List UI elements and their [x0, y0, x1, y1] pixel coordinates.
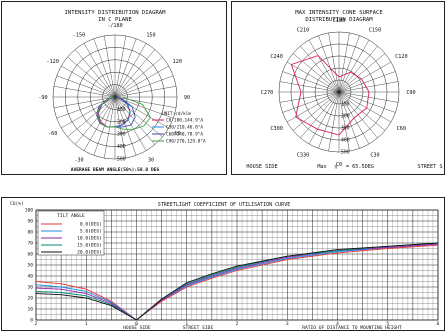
y-tick-label: 10 [27, 307, 33, 313]
angle-label: 30 [148, 157, 154, 163]
chart-subtitle: IN C PLANE [98, 17, 132, 23]
x-tick-label: 6 [437, 321, 440, 327]
y-tick-label: 40 [27, 274, 33, 280]
chart-title: STREETLIGHT COEFFICIENT OF UTILISATION C… [158, 202, 290, 208]
house-side-label: HOUSE SIDE [123, 325, 151, 331]
x-tick-label: 2 [35, 321, 38, 327]
legend-entry: 10.0(DEG) [77, 236, 102, 242]
x-tick-label: 0 [135, 321, 138, 327]
legend-title: TILT ANGLE [57, 213, 85, 219]
street-side-label: STREET SIDE [183, 325, 214, 331]
angle-label: C120 [395, 54, 408, 60]
y-tick-label: 60 [27, 252, 33, 258]
legend-box [37, 210, 105, 256]
cu-series-line [35, 242, 439, 321]
street-side-label: STREET S [418, 164, 443, 170]
angle-label: -120 [46, 59, 59, 65]
angle-label: -/180 [107, 23, 123, 29]
spoke-line [328, 32, 350, 152]
spoke-line [104, 35, 126, 159]
angle-label: C330 [297, 152, 310, 158]
cone-series-line [290, 55, 370, 136]
radial-tick-label: 500 [117, 157, 126, 163]
intensity-series-line [97, 96, 151, 130]
angle-label: 120 [173, 59, 182, 65]
chart-subtitle: DISTRIBUTION DIAGRAM [305, 17, 373, 23]
radial-tick-label: 200 [341, 114, 350, 120]
radial-tick-label: 400 [341, 138, 350, 144]
angle-label: C300 [270, 126, 283, 132]
house-side-label: HOUSE SIDE [246, 164, 277, 170]
legend-entry: 20.0(DEG) [77, 250, 102, 256]
y-tick-label: 20 [27, 296, 33, 302]
y-tick-label: 0 [30, 318, 33, 324]
legend-entry: 5.0(DEG) [80, 229, 102, 235]
max-value: = 65.5DEG [346, 164, 374, 170]
angle-label: C240 [270, 54, 283, 60]
cu-curve-panel: CU(%) STREETLIGHT COEFFICIENT OF UTILISA… [1, 197, 445, 331]
radial-tick-label: 200 [117, 119, 126, 125]
radial-tick-label: 100 [117, 107, 126, 113]
angle-label: C0 [336, 162, 342, 168]
y-tick-label: 30 [27, 285, 33, 291]
angle-label: C270 [261, 90, 274, 96]
angle-label: C150 [369, 28, 382, 34]
unit-label: UNIT:cd/klm [162, 111, 191, 117]
legend-entry: C0/180,144.9°A [166, 118, 203, 124]
cu-series-line [35, 242, 439, 321]
y-axis-label: CU(%) [10, 201, 24, 207]
legend-entry: 0.0(DEG) [80, 222, 102, 228]
y-tick-label: 80 [27, 230, 33, 236]
x-tick-label: 5 [386, 321, 389, 327]
angle-label: C30 [370, 152, 379, 158]
legend-entry: 15.0(DEG) [77, 243, 102, 249]
gamma-symbol: γ [334, 164, 337, 170]
cu-series-line [35, 243, 439, 321]
y-tick-label: 90 [27, 219, 33, 225]
radial-tick-label: 100 [341, 102, 350, 108]
angle-label: C90 [406, 90, 415, 96]
intensity-distribution-panel: INTENSITY DISTRIBUTION DIAGRAM IN C PLAN… [1, 1, 227, 175]
radial-tick-label: 300 [341, 126, 350, 132]
angle-label: C180 [333, 18, 346, 24]
angle-label: 60 [174, 131, 180, 137]
max-label: Max [317, 164, 326, 170]
y-tick-label: 100 [25, 208, 34, 214]
y-tick-label: 70 [27, 241, 33, 247]
beam-angle-footer: AVERAGE BEAM ANGLE(50%):58.0 DEG [71, 167, 160, 173]
legend-entry: C60/240,78.9°A [166, 132, 203, 138]
angle-label: -150 [73, 33, 86, 39]
angle-label: -30 [74, 157, 83, 163]
angle-label: 90 [184, 95, 190, 101]
x-tick-label: 1 [85, 321, 88, 327]
chart-title: INTENSITY DISTRIBUTION DIAGRAM [64, 10, 166, 16]
angle-label: 150 [146, 33, 155, 39]
legend-entry: C30/210,46.8°A [166, 125, 203, 131]
cu-series-line [35, 244, 439, 321]
angle-label: C210 [297, 28, 310, 34]
y-tick-label: 50 [27, 263, 33, 269]
angle-label: C60 [397, 126, 406, 132]
radial-tick-label: 500 [341, 150, 350, 156]
x-axis-label: RATIO OF DISTANCE TO MOUNTING HEIGHT [302, 325, 402, 331]
angle-label: -90 [38, 95, 47, 101]
x-tick-label: 4 [336, 321, 339, 327]
x-tick-label: 2 [236, 321, 239, 327]
x-tick-label: 3 [286, 321, 289, 327]
chart-title: MAX INTENSITY CONE SURFACE [295, 10, 383, 16]
radial-tick-label: 400 [117, 144, 126, 150]
cone-polar-chart: MAX INTENSITY CONE SURFACE DISTRIBUTION … [246, 10, 443, 170]
cone-surface-panel: MAX INTENSITY CONE SURFACE DISTRIBUTION … [231, 1, 445, 175]
angle-label: -60 [48, 131, 57, 137]
radial-tick-label: 300 [117, 132, 126, 138]
intensity-polar-chart: INTENSITY DISTRIBUTION DIAGRAM IN C PLAN… [38, 10, 206, 173]
x-tick-label: 1 [185, 321, 188, 327]
legend-entry: C90/270,129.8°A [166, 139, 206, 145]
cu-line-chart: CU(%) STREETLIGHT COEFFICIENT OF UTILISA… [10, 201, 440, 331]
